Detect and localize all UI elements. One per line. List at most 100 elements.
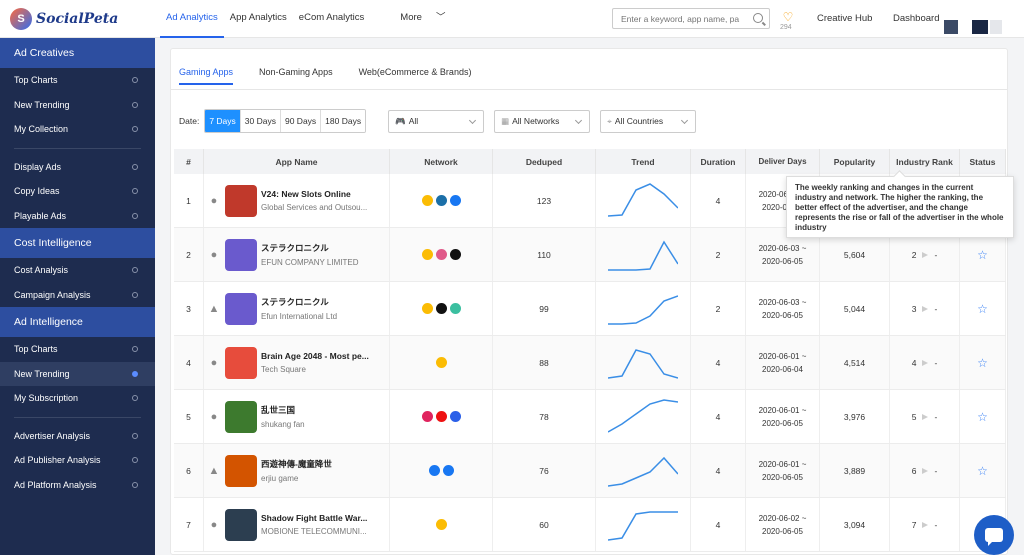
date-option-7[interactable]: 7 Days [205, 110, 241, 132]
app-info: ステラクロニクル EFUN COMPANY LIMITED [261, 242, 379, 267]
app-thumbnail[interactable] [225, 508, 257, 541]
app-name[interactable]: ステラクロニクル [261, 297, 329, 307]
app-publisher[interactable]: EFUN COMPANY LIMITED [261, 258, 359, 267]
tab-gaming-apps[interactable]: Gaming Apps [179, 59, 234, 85]
col-header-popularity[interactable]: Popularity [820, 149, 890, 174]
sidebar-item-ad-publisher-analysis[interactable]: Ad Publisher Analysis [0, 448, 155, 473]
app-name[interactable]: V24: New Slots Online [261, 189, 351, 199]
platform-dropdown[interactable]: 🎮 All [388, 109, 485, 133]
app-name[interactable]: ステラクロニクル [261, 243, 329, 253]
sidebar-section-cost-intelligence[interactable]: Cost Intelligence [0, 228, 155, 258]
app-cell[interactable]: ▲ ステラクロニクル Efun International Ltd [204, 282, 390, 335]
creative-hub-link[interactable]: Creative Hub [817, 13, 873, 24]
col-header-deliver-days[interactable]: Deliver Days [746, 149, 820, 174]
sidebar-item-my-subscription[interactable]: My Subscription [0, 386, 155, 411]
app-thumbnail[interactable] [225, 400, 257, 433]
sidebar-item-display-ads[interactable]: Display Ads [0, 155, 155, 180]
sidebar-item-my-collection[interactable]: My Collection [0, 117, 155, 142]
app-name[interactable]: Shadow Fight Battle War... [261, 513, 368, 523]
tab-web[interactable]: Web(eCommerce & Brands) [358, 67, 472, 77]
date-option-180[interactable]: 180 Days [321, 110, 366, 132]
menu-icon[interactable] [972, 20, 988, 34]
col-header-duration[interactable]: Duration [691, 149, 746, 174]
date-option-30[interactable]: 30 Days [240, 110, 281, 132]
app-thumbnail[interactable] [225, 454, 257, 487]
trend-sparkline [608, 239, 678, 271]
app-name[interactable]: Brain Age 2048 - Most pe... [261, 351, 369, 361]
industry-rank-cell: 3 - [890, 282, 960, 335]
category-tabs: Gaming Apps Non-Gaming Apps Web(eCommerc… [179, 59, 471, 85]
trend-sparkline [608, 510, 678, 541]
app-cell[interactable]: ▲ 西遊神傳-魔童降世 erjiu game [204, 444, 390, 497]
table-row[interactable]: 7 ● Shadow Fight Battle War... MOBIONE T… [174, 498, 1006, 552]
app-thumbnail[interactable] [225, 184, 257, 217]
sidebar-item-new-trending-2[interactable]: New Trending [0, 361, 155, 386]
sidebar-item-ad-platform-analysis[interactable]: Ad Platform Analysis [0, 473, 155, 498]
table-row[interactable]: 6 ▲ 西遊神傳-魔童降世 erjiu game 76 4 2020-06-01… [174, 444, 1006, 498]
settings-icon[interactable] [990, 20, 1002, 34]
table-row[interactable]: 1 ● V24: New Slots Online Global Service… [174, 174, 1006, 228]
app-publisher[interactable]: Efun International Ltd [261, 312, 338, 321]
rank-change: - [934, 357, 938, 368]
nav-ecom-analytics[interactable]: eCom Analytics [298, 12, 365, 23]
sidebar-item-playable-ads[interactable]: Playable Ads [0, 204, 155, 229]
app-cell[interactable]: ● Brain Age 2048 - Most pe... Tech Squar… [204, 336, 390, 389]
sidebar-section-ad-intelligence[interactable]: Ad Intelligence [0, 307, 155, 337]
col-header-industry-rank[interactable]: Industry Rank [890, 149, 960, 174]
dashboard-link[interactable]: Dashboard [893, 13, 940, 24]
star-icon[interactable]: ☆ [977, 463, 988, 478]
date-option-90[interactable]: 90 Days [280, 110, 322, 132]
sidebar-item-top-charts-2[interactable]: Top Charts [0, 337, 155, 362]
app-publisher[interactable]: Global Services and Outsou... [261, 203, 368, 212]
app-name[interactable]: 乱世三国 [261, 405, 296, 415]
app-cell[interactable]: ● 乱世三国 shukang fan [204, 390, 390, 443]
chat-button[interactable] [974, 515, 1014, 555]
app-publisher[interactable]: erjiu game [261, 474, 299, 483]
nav-more[interactable]: More ﹀ [394, 0, 451, 38]
coin-icon[interactable]: ♡ [782, 10, 794, 24]
nav-app-analytics[interactable]: App Analytics [229, 12, 287, 23]
table-row[interactable]: 3 ▲ ステラクロニクル Efun International Ltd 99 2… [174, 282, 1006, 336]
app-publisher[interactable]: shukang fan [261, 420, 305, 429]
status-cell: ☆ [960, 390, 1006, 443]
trend-cell [596, 228, 691, 281]
user-avatar[interactable] [944, 20, 958, 34]
app-thumbnail[interactable] [225, 292, 257, 325]
deliver-days-cell: 2020-06-03 ~ 2020-06-05 [746, 282, 820, 335]
table-row[interactable]: 5 ● 乱世三国 shukang fan 78 4 2020-06-01 ~ 2… [174, 390, 1006, 444]
table-row[interactable]: 4 ● Brain Age 2048 - Most pe... Tech Squ… [174, 336, 1006, 390]
rank-change: - [934, 465, 938, 476]
search-input[interactable] [613, 9, 743, 28]
sidebar-item-advertiser-analysis[interactable]: Advertiser Analysis [0, 424, 155, 449]
tab-non-gaming-apps[interactable]: Non-Gaming Apps [259, 67, 333, 77]
app-cell[interactable]: ● ステラクロニクル EFUN COMPANY LIMITED [204, 228, 390, 281]
app-cell[interactable]: ● V24: New Slots Online Global Services … [204, 174, 390, 227]
sidebar-item-label: Campaign Analysis [14, 289, 91, 300]
industry-rank-cell: 2 - [890, 228, 960, 281]
app-thumbnail[interactable] [225, 346, 257, 379]
star-icon[interactable]: ☆ [977, 355, 988, 370]
logo[interactable]: S SocialPeta [10, 8, 118, 30]
sidebar-section-ad-creatives[interactable]: Ad Creatives [0, 38, 155, 68]
sidebar-item-new-trending[interactable]: New Trending [0, 93, 155, 118]
sidebar-item-cost-analysis[interactable]: Cost Analysis [0, 258, 155, 283]
countries-dropdown[interactable]: ⌖ All Countries [600, 109, 697, 133]
app-publisher[interactable]: MOBIONE TELECOMMUNI... [261, 527, 367, 536]
app-name[interactable]: 西遊神傳-魔童降世 [261, 459, 332, 469]
app-publisher[interactable]: Tech Square [261, 365, 306, 374]
star-icon[interactable]: ☆ [977, 409, 988, 424]
star-icon[interactable]: ☆ [977, 301, 988, 316]
sidebar-item-copy-ideas[interactable]: Copy Ideas [0, 179, 155, 204]
trend-cell [596, 174, 691, 227]
search-box[interactable] [612, 8, 770, 29]
nav-ad-analytics[interactable]: Ad Analytics [160, 0, 224, 38]
search-icon[interactable] [753, 13, 763, 23]
sidebar-item-top-charts[interactable]: Top Charts [0, 68, 155, 93]
star-icon[interactable]: ☆ [977, 247, 988, 262]
networks-dropdown[interactable]: ▦ All Networks [494, 109, 591, 133]
app-thumbnail[interactable] [225, 238, 257, 271]
sidebar-item-campaign-analysis[interactable]: Campaign Analysis [0, 283, 155, 308]
app-cell[interactable]: ● Shadow Fight Battle War... MOBIONE TEL… [204, 498, 390, 551]
col-header-deduped[interactable]: Deduped [493, 149, 596, 174]
duration-value: 4 [691, 444, 746, 497]
